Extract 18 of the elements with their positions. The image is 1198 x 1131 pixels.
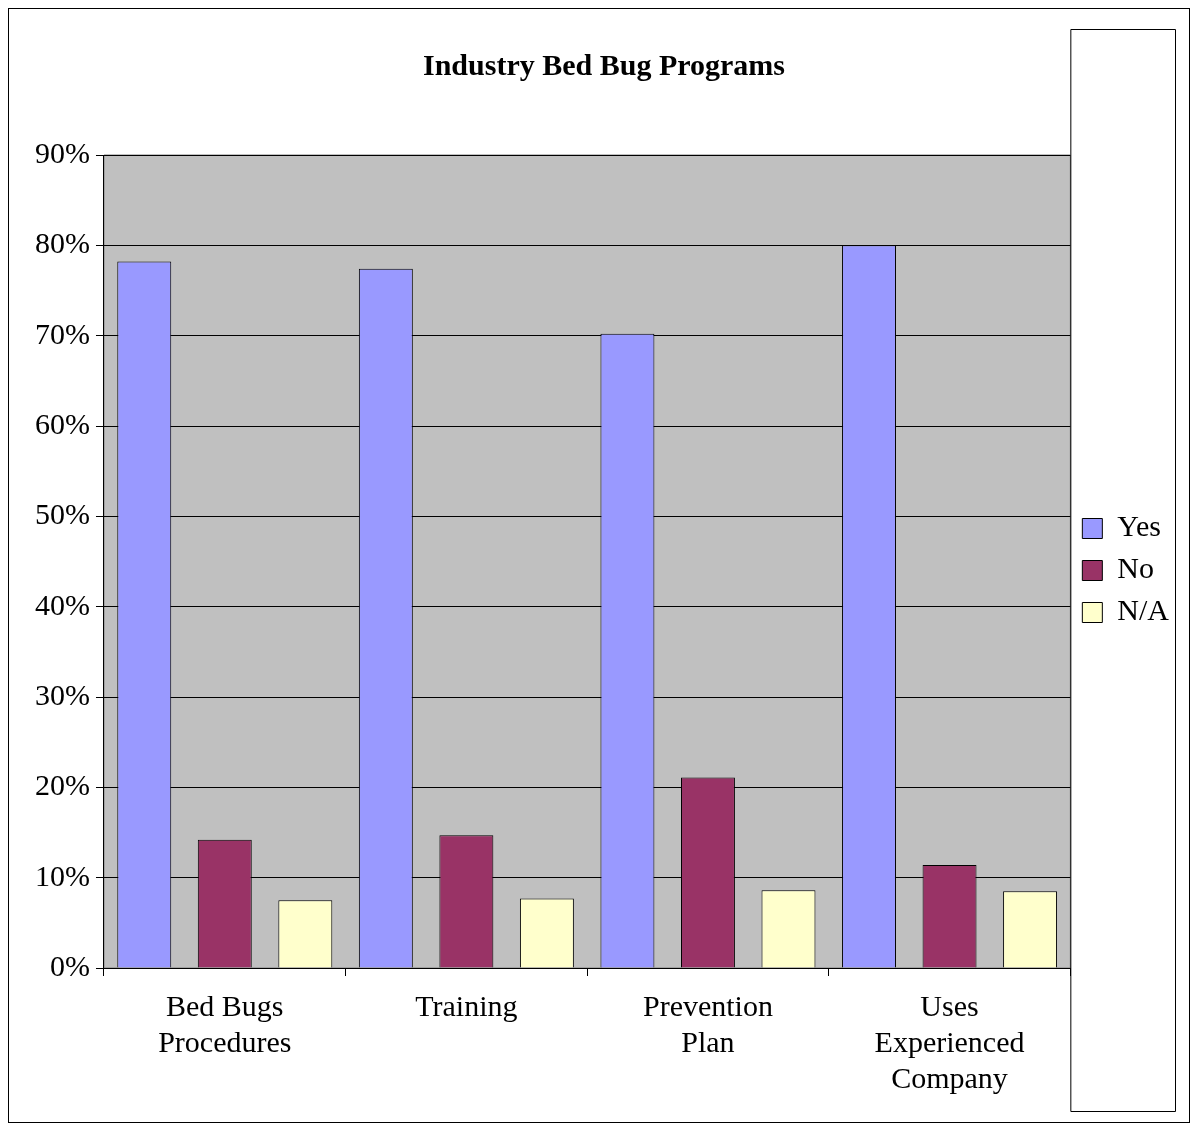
x-tick-label: Bed Bugs Procedures [158,988,292,1058]
x-tick-label: Uses Experienced Company [874,988,1025,1094]
y-tick-label: 20% [34,768,90,802]
chart-title: Industry Bed Bug Programs [423,47,785,81]
legend-label: N/A [1117,593,1170,627]
y-tick-label: 30% [34,677,90,711]
legend-label: No [1117,551,1155,585]
x-tick-label: Training [415,988,518,1022]
y-tick-label: 90% [34,135,90,169]
y-tick-label: 80% [34,226,90,260]
y-tick-label: 40% [34,587,90,621]
legend-label: Yes [1117,509,1161,543]
y-tick-label: 10% [34,858,90,892]
x-tick-label: Prevention Plan [642,988,773,1058]
y-tick-label: 50% [34,497,90,531]
y-tick-label: 70% [34,316,90,350]
y-tick-label: 60% [34,406,90,440]
y-tick-label: 0% [49,948,90,982]
